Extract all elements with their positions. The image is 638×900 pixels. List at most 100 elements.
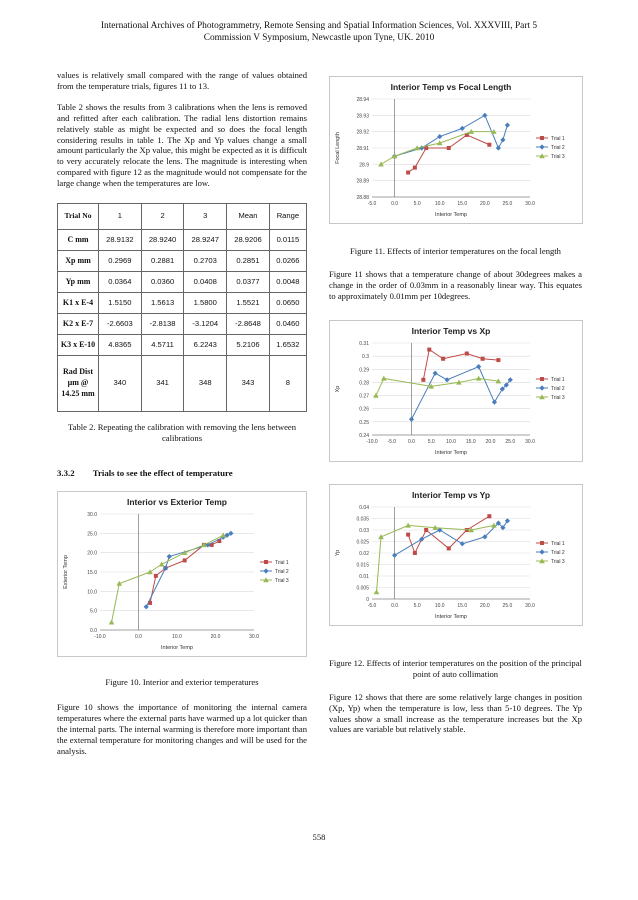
y-tick-label: 0.025 — [356, 539, 369, 545]
y-tick-label: 28.9 — [359, 162, 369, 168]
table-cell: 4.8365 — [98, 334, 142, 357]
series-line — [375, 377, 499, 396]
legend-label: Trial 2 — [551, 145, 565, 151]
table-cell: 0.0408 — [183, 271, 228, 294]
table-cell: 0.2703 — [183, 250, 228, 273]
data-point — [464, 132, 469, 137]
x-axis-label: Interior Temp — [161, 645, 193, 651]
data-point — [432, 524, 438, 530]
data-point — [437, 133, 443, 140]
y-tick-label: 0.02 — [359, 551, 369, 557]
data-point — [475, 375, 482, 381]
y-axis-label: Yp — [335, 550, 341, 556]
table-header-cell: Range — [268, 203, 308, 231]
table-cell: 28.9240 — [140, 229, 185, 252]
y-tick-label: 0.27 — [359, 393, 369, 399]
chart-title: Interior Temp vs Focal Length — [391, 82, 512, 92]
figure-12b-svg: Interior Temp vs Yp00.0050.010.0150.020.… — [335, 490, 565, 620]
legend-label: Trial 2 — [551, 550, 565, 556]
data-point — [495, 145, 501, 151]
data-point — [412, 550, 417, 555]
data-point — [209, 542, 214, 547]
data-point — [482, 112, 488, 118]
table-cell: 1.5800 — [183, 292, 228, 315]
y-axis-label: Exterior Temp — [63, 555, 69, 589]
row-label: Xp mm — [57, 250, 99, 273]
data-point — [424, 146, 429, 150]
data-point — [143, 604, 149, 610]
legend-label: Trial 1 — [551, 541, 565, 547]
x-tick-label: -5.0 — [368, 201, 377, 207]
figure-12a-chart: Interior Temp vs Xp 0.24 0.25 0.26 0.27 0.28 0… — [329, 319, 583, 462]
series-line — [145, 532, 232, 607]
data-point — [414, 145, 420, 151]
x-tick-label: 5.0 — [414, 201, 421, 207]
table-caption: Table 2. Repeating the calibration with … — [67, 422, 296, 444]
y-tick-label: 0.28 — [359, 380, 369, 386]
data-point — [182, 558, 187, 563]
data-point — [378, 533, 384, 539]
table-cell: 28.9206 — [226, 229, 270, 252]
table-cell: 1.5150 — [98, 292, 142, 315]
data-point — [491, 128, 497, 134]
data-point — [499, 386, 505, 392]
table-header-cell: 2 — [140, 203, 185, 231]
data-point — [539, 385, 545, 391]
data-point — [408, 416, 415, 422]
x-axis-label: Interior Temp — [435, 614, 467, 620]
data-point — [217, 539, 222, 544]
x-tick-label: 5.0 — [414, 603, 421, 609]
table-header-cell: Trial No — [57, 203, 99, 231]
data-point — [540, 540, 544, 545]
table-2: Trial No 1 2 3 Mean Range C mm 28.9132 28.… — [57, 203, 308, 413]
data-point — [446, 146, 451, 150]
table-header-row: Trial No 1 2 3 Mean Range — [57, 203, 308, 231]
table-row: Xp mm 0.2969 0.2881 0.2703 0.2851 0.0266 — [57, 250, 308, 273]
data-point — [406, 532, 411, 537]
x-tick-label: 10.0 — [446, 439, 456, 445]
table-row: Yp mm 0.0364 0.0360 0.0408 0.0377 0.0048 — [57, 271, 308, 294]
figure-10-caption: Figure 10. Interior and exterior tempera… — [105, 676, 259, 687]
y-tick-label: 10.0 — [87, 589, 97, 595]
figure-11-caption: Figure 11. Effects of interior temperatu… — [350, 246, 561, 256]
table-cell: -2.8648 — [226, 313, 270, 336]
table-cell: 341 — [140, 355, 185, 413]
y-tick-label: 25.0 — [87, 531, 97, 537]
data-point — [459, 540, 465, 547]
x-tick-label: 0.0 — [408, 439, 415, 445]
x-tick-label: -5.0 — [368, 603, 377, 609]
table-cell: 340 — [98, 355, 142, 413]
data-point — [412, 165, 417, 170]
series-line — [407, 134, 490, 173]
y-tick-label: 0 — [366, 597, 369, 603]
data-point — [459, 125, 465, 131]
data-point — [428, 383, 435, 389]
table-header-cell: 1 — [98, 203, 142, 231]
left-column: values is relatively small compared with… — [57, 70, 308, 757]
table-cell: -3.1204 — [183, 313, 228, 336]
table-cell: 6.2243 — [183, 334, 228, 357]
data-point — [539, 393, 545, 399]
data-point — [373, 589, 380, 595]
legend-label: Trial 1 — [275, 560, 289, 566]
figure-11-svg: Interior Temp vs Focal Length 28.88 28.89 2… — [335, 82, 565, 218]
row-label: K2 x E-7 — [57, 313, 99, 336]
legend-label: Trial 2 — [275, 569, 289, 575]
x-tick-label: 25.0 — [503, 603, 513, 609]
data-point — [381, 375, 387, 381]
figure-12-caption: Figure 12. Effects of interior temperatu… — [329, 657, 582, 679]
y-tick-label: 28.89 — [356, 179, 369, 185]
figure-10-chart: Interior vs Exterior Temp 0.0 5.0 10.0 15.0 2… — [57, 490, 307, 657]
data-point — [540, 376, 544, 381]
row-label: Yp mm — [57, 271, 99, 294]
data-point — [444, 376, 450, 383]
row-label: C mm — [57, 229, 99, 252]
x-tick-label: -10.0 — [366, 439, 378, 445]
y-tick-label: 0.035 — [356, 516, 369, 522]
data-point — [264, 559, 268, 564]
table-cell: 5.2106 — [226, 334, 270, 357]
x-tick-label: -5.0 — [387, 439, 396, 445]
data-point — [441, 356, 446, 361]
table-cell: 28.9132 — [98, 229, 142, 252]
data-point — [476, 363, 482, 369]
